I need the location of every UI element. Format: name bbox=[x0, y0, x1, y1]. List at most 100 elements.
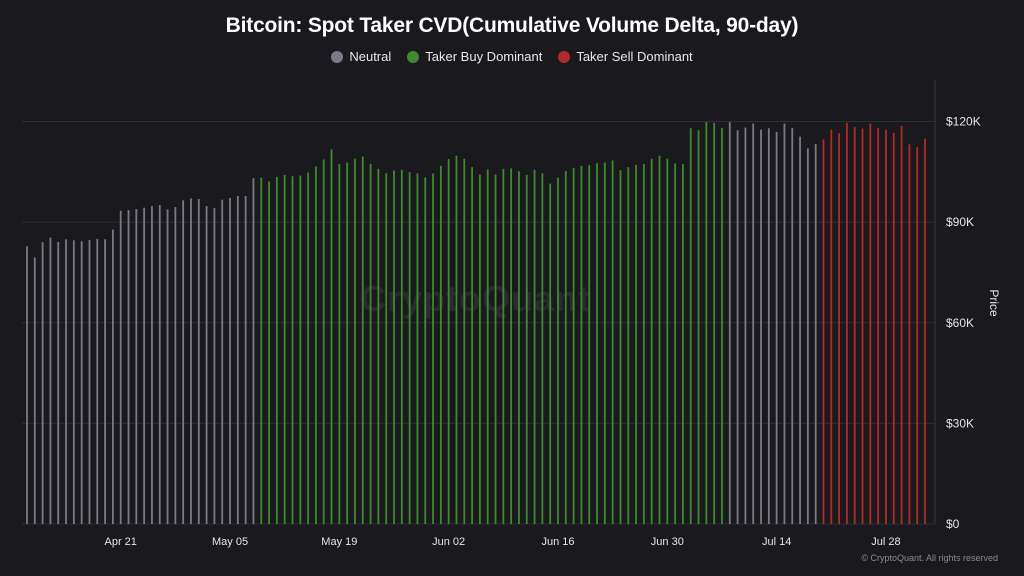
bar[interactable] bbox=[260, 177, 263, 524]
bar[interactable] bbox=[369, 163, 372, 524]
bar[interactable] bbox=[244, 195, 247, 525]
bar[interactable] bbox=[627, 167, 630, 525]
bar[interactable] bbox=[603, 162, 606, 524]
bar[interactable] bbox=[736, 130, 739, 524]
bar[interactable] bbox=[557, 177, 559, 524]
bar[interactable] bbox=[869, 123, 872, 524]
bar[interactable] bbox=[611, 160, 614, 525]
bar[interactable] bbox=[135, 209, 138, 524]
bar[interactable] bbox=[760, 129, 762, 524]
bar[interactable] bbox=[252, 178, 255, 525]
bar[interactable] bbox=[57, 241, 60, 525]
bar[interactable] bbox=[299, 175, 302, 524]
bar[interactable] bbox=[752, 123, 755, 524]
bar[interactable] bbox=[151, 206, 153, 524]
bar[interactable] bbox=[330, 149, 333, 525]
bar[interactable] bbox=[424, 177, 427, 524]
bar[interactable] bbox=[494, 174, 497, 524]
bar[interactable] bbox=[814, 144, 817, 525]
bar[interactable] bbox=[377, 168, 380, 524]
bar[interactable] bbox=[564, 171, 567, 524]
bar[interactable] bbox=[853, 126, 856, 525]
bar[interactable] bbox=[510, 168, 513, 524]
bar[interactable] bbox=[229, 198, 231, 524]
bar[interactable] bbox=[549, 183, 552, 525]
bar[interactable] bbox=[236, 195, 239, 525]
bar[interactable] bbox=[463, 158, 466, 524]
bar[interactable] bbox=[322, 159, 325, 524]
bar[interactable] bbox=[572, 168, 575, 524]
bar[interactable] bbox=[174, 207, 177, 525]
bar[interactable] bbox=[346, 162, 349, 524]
bar[interactable] bbox=[182, 200, 185, 524]
bar[interactable] bbox=[361, 156, 364, 524]
bar[interactable] bbox=[580, 165, 583, 524]
bar[interactable] bbox=[588, 165, 591, 524]
bar[interactable] bbox=[338, 164, 341, 524]
bar[interactable] bbox=[525, 174, 528, 524]
bar[interactable] bbox=[697, 130, 700, 524]
bar[interactable] bbox=[689, 128, 692, 524]
bar[interactable] bbox=[728, 122, 731, 524]
bar[interactable] bbox=[72, 240, 75, 524]
bar[interactable] bbox=[846, 122, 848, 524]
bar[interactable] bbox=[190, 198, 192, 524]
bar[interactable] bbox=[486, 169, 489, 524]
bar[interactable] bbox=[822, 139, 825, 524]
bar[interactable] bbox=[432, 173, 434, 524]
bar[interactable] bbox=[197, 199, 200, 524]
bar[interactable] bbox=[806, 148, 809, 524]
bar[interactable] bbox=[861, 128, 864, 524]
bar[interactable] bbox=[268, 181, 270, 524]
bar[interactable] bbox=[924, 138, 926, 525]
bar[interactable] bbox=[80, 241, 83, 525]
bar[interactable] bbox=[619, 170, 622, 524]
bar[interactable] bbox=[213, 208, 216, 524]
legend-item-neutral[interactable]: Neutral bbox=[331, 49, 391, 64]
bar[interactable] bbox=[41, 242, 44, 524]
bar[interactable] bbox=[315, 166, 317, 525]
bar[interactable] bbox=[408, 172, 411, 525]
bar[interactable] bbox=[221, 199, 224, 524]
bar[interactable] bbox=[143, 207, 146, 525]
bar[interactable] bbox=[799, 136, 801, 524]
bar[interactable] bbox=[158, 205, 161, 524]
bar[interactable] bbox=[400, 169, 403, 524]
bar[interactable] bbox=[596, 163, 598, 524]
bar[interactable] bbox=[838, 133, 841, 524]
bar[interactable] bbox=[385, 173, 388, 525]
bar[interactable] bbox=[65, 239, 67, 524]
bar[interactable] bbox=[877, 128, 880, 524]
bar[interactable] bbox=[767, 128, 770, 524]
bar[interactable] bbox=[455, 155, 458, 525]
bar[interactable] bbox=[721, 127, 723, 524]
bar[interactable] bbox=[783, 123, 786, 524]
bar[interactable] bbox=[791, 127, 794, 524]
bar[interactable] bbox=[471, 167, 473, 525]
bar[interactable] bbox=[830, 129, 833, 524]
bar[interactable] bbox=[713, 122, 716, 524]
bar[interactable] bbox=[166, 209, 169, 524]
bar[interactable] bbox=[291, 176, 294, 524]
bar[interactable] bbox=[479, 174, 481, 524]
bar[interactable] bbox=[541, 173, 544, 525]
legend-item-taker-sell[interactable]: Taker Sell Dominant bbox=[558, 49, 693, 64]
bar[interactable] bbox=[127, 210, 130, 524]
bar[interactable] bbox=[88, 239, 91, 524]
bar[interactable] bbox=[666, 158, 669, 524]
bar[interactable] bbox=[885, 129, 887, 524]
bar[interactable] bbox=[49, 237, 52, 524]
bar[interactable] bbox=[642, 164, 645, 524]
bar[interactable] bbox=[416, 173, 419, 524]
bar[interactable] bbox=[96, 238, 99, 524]
bar[interactable] bbox=[518, 171, 520, 524]
bar[interactable] bbox=[447, 159, 450, 524]
bar[interactable] bbox=[307, 172, 310, 525]
bar[interactable] bbox=[892, 132, 895, 525]
bar[interactable] bbox=[439, 165, 442, 524]
bar[interactable] bbox=[658, 155, 661, 525]
bar[interactable] bbox=[119, 210, 122, 524]
bar[interactable] bbox=[775, 131, 778, 525]
bar[interactable] bbox=[502, 168, 505, 524]
bar[interactable] bbox=[354, 158, 356, 524]
